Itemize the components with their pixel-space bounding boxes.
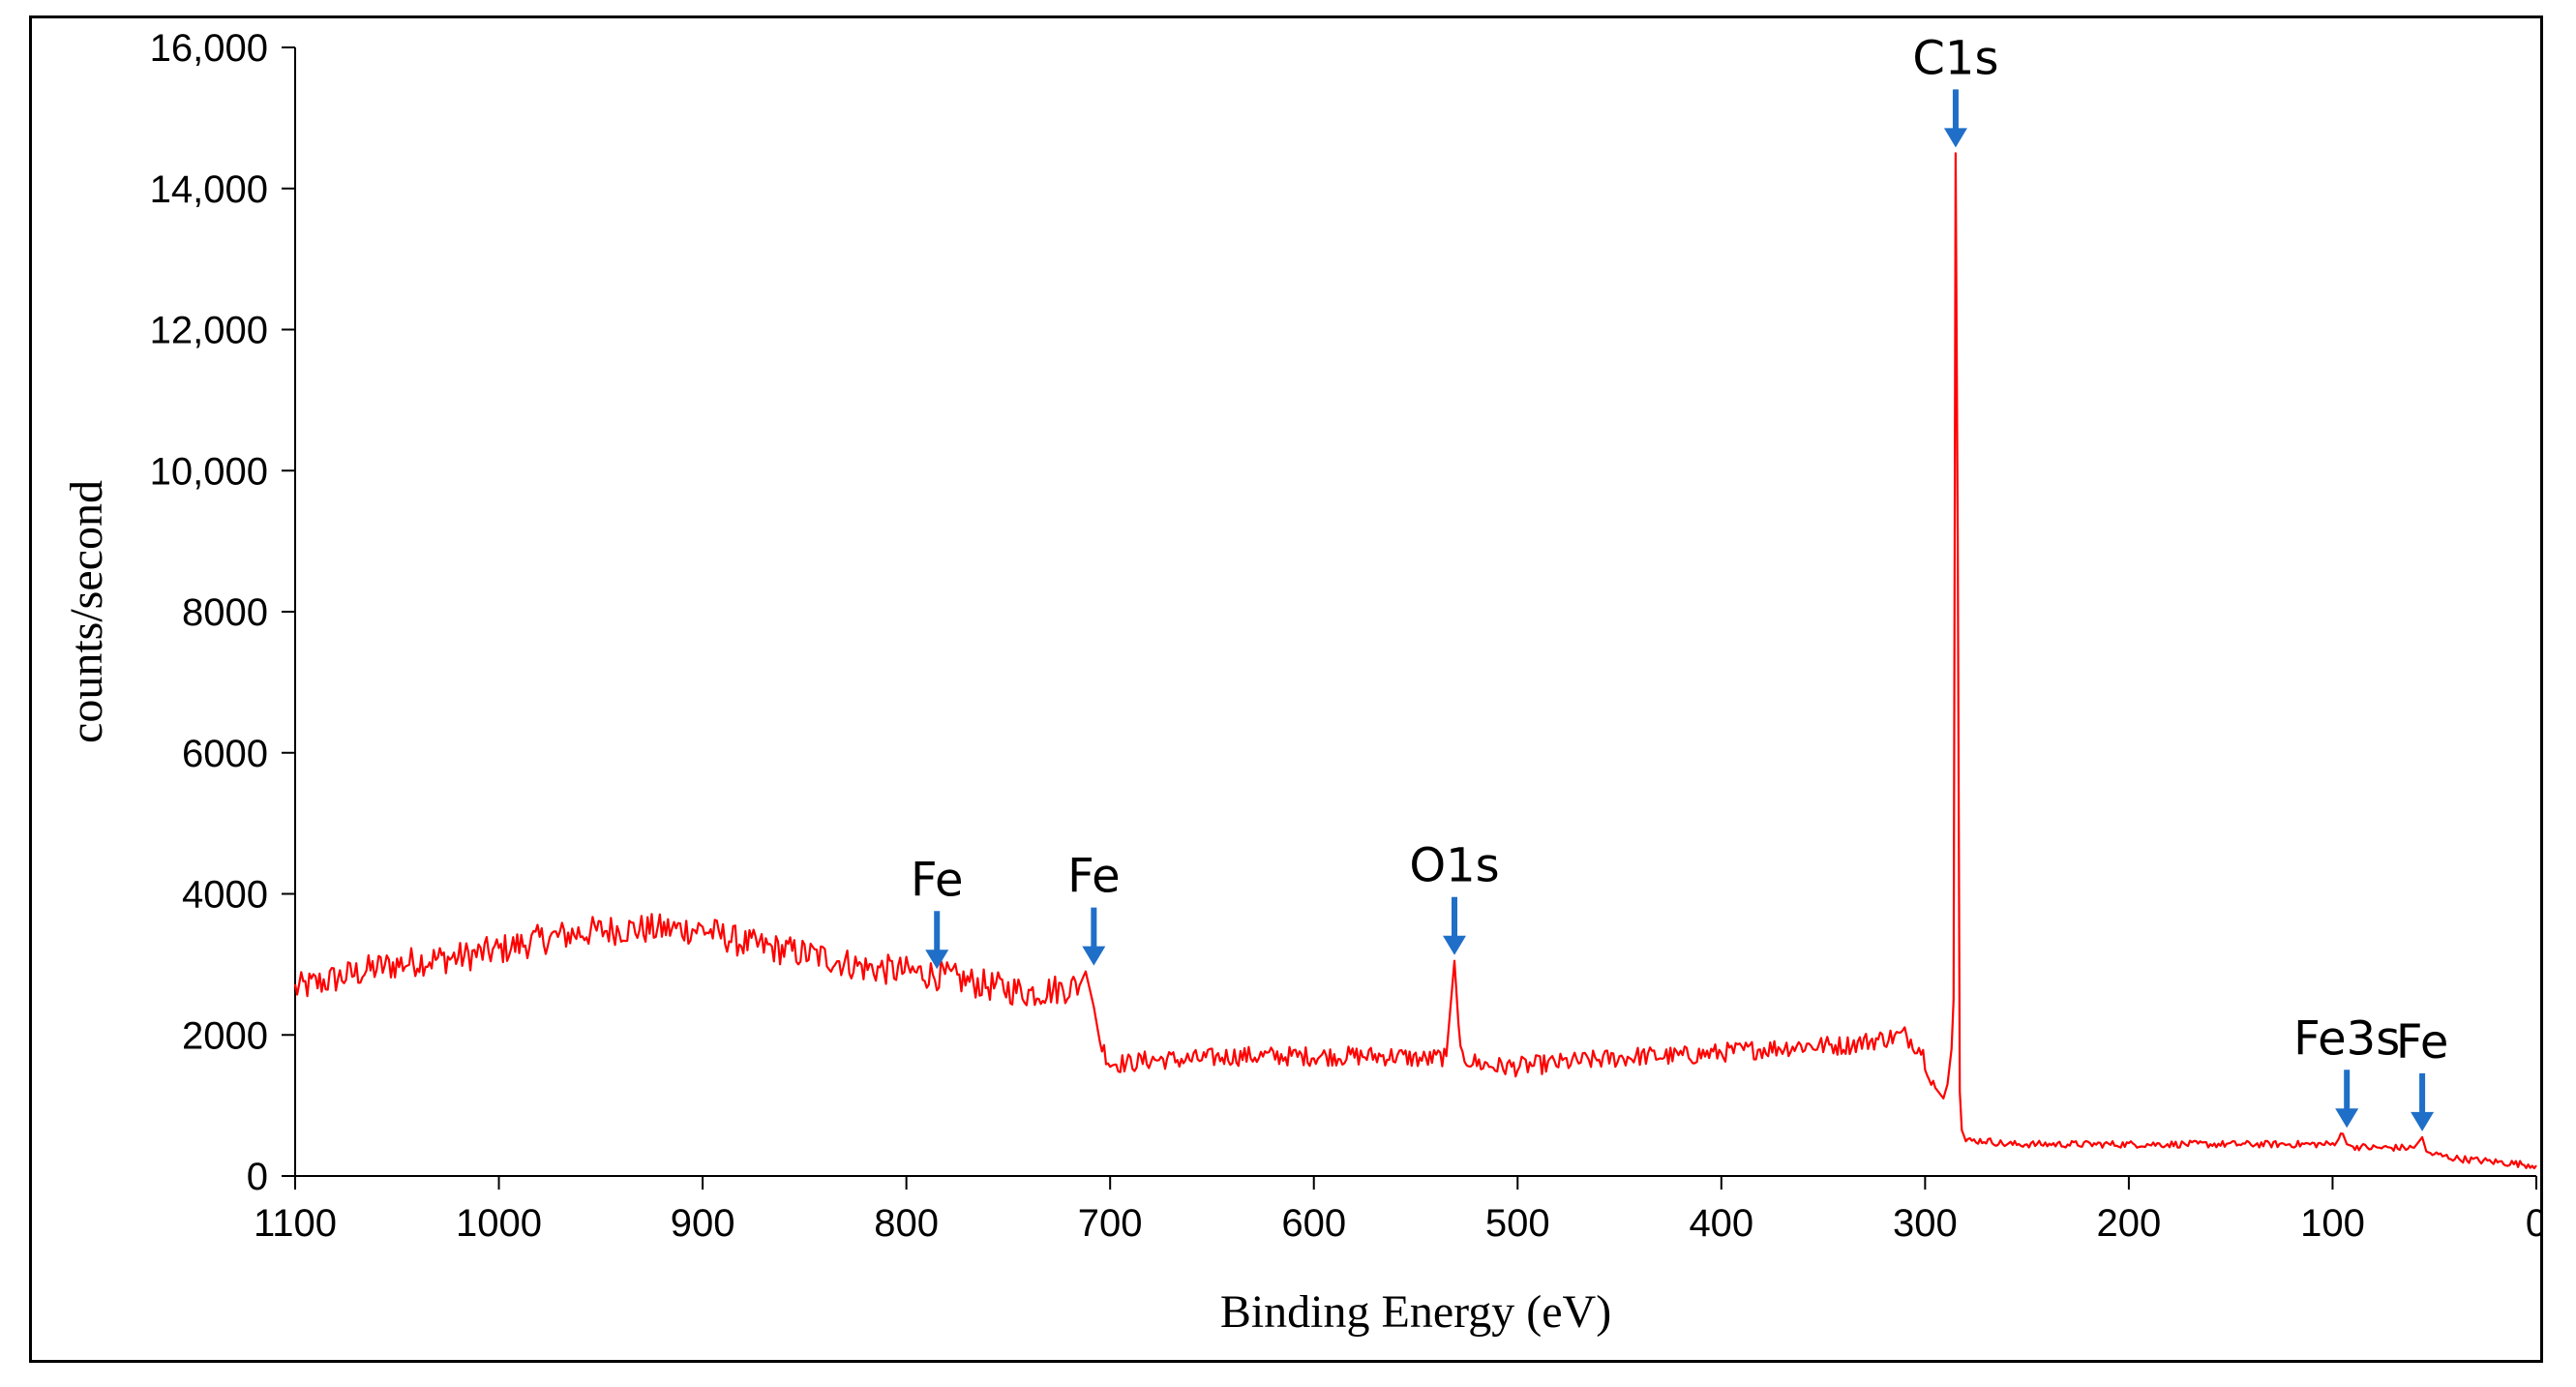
x-tick-label: 100 (2300, 1202, 2365, 1245)
x-tick-label: 600 (1281, 1202, 1346, 1245)
xps-survey-chart: 0200040006000800010,00012,00014,00016,00… (61, 27, 2540, 1338)
x-tick-label: 0 (2526, 1202, 2540, 1245)
y-tick-label: 8000 (182, 591, 268, 634)
y-tick-label: 14,000 (150, 168, 268, 211)
peak-label: O1s (1409, 839, 1499, 893)
y-tick-label: 10,000 (150, 450, 268, 493)
x-tick-label: 900 (671, 1202, 735, 1245)
axes: 0200040006000800010,00012,00014,00016,00… (150, 27, 2540, 1245)
x-tick-label: 800 (874, 1202, 939, 1245)
y-tick-label: 4000 (182, 874, 268, 917)
peak-label: Fe3s (2293, 1011, 2400, 1066)
peak-label: Fe (2396, 1015, 2449, 1070)
peak-arrow-head (2335, 1108, 2359, 1129)
peak-label: C1s (1912, 31, 1998, 85)
peak-label: Fe (1067, 850, 1121, 904)
y-tick-label: 0 (247, 1156, 268, 1198)
x-tick-label: 700 (1078, 1202, 1143, 1245)
x-tick-label: 400 (1689, 1202, 1753, 1245)
peak-arrow-head (1443, 935, 1467, 955)
x-tick-label: 1000 (456, 1202, 542, 1245)
y-tick-label: 16,000 (150, 27, 268, 70)
y-tick-label: 6000 (182, 733, 268, 775)
x-tick-label: 300 (1893, 1202, 1958, 1245)
y-tick-label: 12,000 (150, 310, 268, 352)
x-tick-label: 500 (1485, 1202, 1550, 1245)
peak-arrow-head (925, 950, 949, 970)
peak-arrow-head (1082, 946, 1106, 966)
peak-label: Fe (911, 853, 964, 907)
peak-arrow-head (2411, 1111, 2435, 1131)
y-axis-title: counts/second (61, 480, 112, 743)
x-tick-label: 200 (2097, 1202, 2162, 1245)
y-tick-label: 2000 (182, 1014, 268, 1057)
peak-arrow-head (1943, 128, 1967, 148)
x-axis-title: Binding Energy (eV) (1220, 1286, 1611, 1338)
x-tick-label: 1100 (254, 1202, 337, 1245)
series-line (293, 152, 2537, 1170)
series-layer (293, 152, 2537, 1170)
chart-frame: 0 2000 4000 6000 8000 10,000 12,000 14,000 16,00… (29, 15, 2543, 1363)
